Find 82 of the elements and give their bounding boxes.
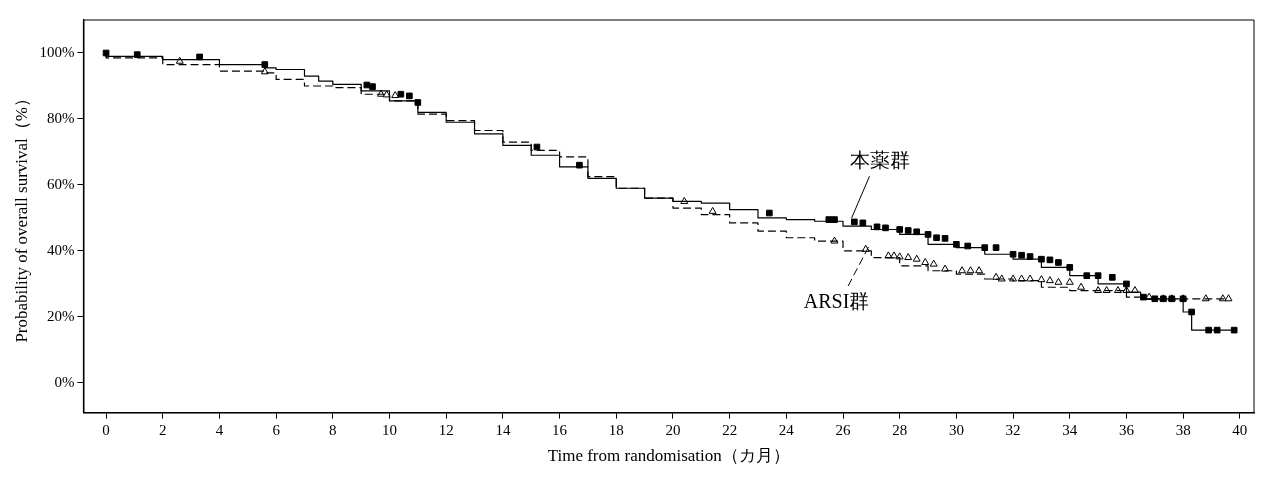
x-tick-label: 26 <box>835 421 852 438</box>
point <box>1038 255 1045 263</box>
x-axis-title: Time from randomisation（カ月） <box>547 446 790 466</box>
y-tick-label: 100% <box>39 43 75 60</box>
point <box>1066 264 1074 271</box>
y-axis-title: Probability of overall survival（%） <box>11 90 31 343</box>
point <box>765 209 773 217</box>
y-tick-label: 40% <box>46 241 75 258</box>
point <box>953 241 960 248</box>
x-tick-label: 12 <box>438 421 454 438</box>
point <box>933 234 940 242</box>
x-tick-label: 22 <box>722 421 738 438</box>
point <box>1083 272 1091 280</box>
point <box>1108 274 1116 281</box>
text: 本薬群 <box>849 149 910 172</box>
x-tick-label: 32 <box>1005 421 1021 438</box>
point <box>912 254 921 262</box>
x-tick-label: 4 <box>215 421 224 438</box>
y-tick-label: 60% <box>46 175 75 192</box>
x-tick-label: 18 <box>608 421 624 438</box>
point <box>981 244 989 251</box>
point <box>196 53 203 61</box>
point <box>831 216 838 223</box>
x-tick-label: 28 <box>892 421 908 438</box>
point <box>975 266 984 274</box>
point <box>1123 280 1130 288</box>
point <box>1188 308 1195 316</box>
x-tick-label: 14 <box>495 421 511 438</box>
x-tick-label: 40 <box>1232 421 1248 438</box>
point <box>1151 295 1159 303</box>
x-tick-label: 24 <box>778 421 795 438</box>
point <box>896 226 904 233</box>
point <box>533 143 541 151</box>
x-tick-label: 20 <box>665 421 681 438</box>
x-tick-label: 2 <box>159 421 167 438</box>
point <box>904 253 913 261</box>
point <box>1224 294 1233 302</box>
point <box>921 257 930 265</box>
point <box>1065 277 1074 285</box>
point <box>1055 259 1062 266</box>
point <box>851 218 858 226</box>
point <box>859 219 867 227</box>
point <box>1037 275 1046 283</box>
x-tick-label: 38 <box>1175 421 1191 438</box>
point <box>941 235 949 242</box>
point <box>1045 276 1054 284</box>
y-tick-label: 80% <box>46 109 75 126</box>
legend-label: ARSI群 <box>803 290 870 313</box>
point <box>406 92 413 100</box>
point <box>1054 277 1063 285</box>
x-tick-label: 16 <box>552 421 568 438</box>
x-tick-label: 8 <box>329 421 337 438</box>
point <box>873 223 881 231</box>
point <box>576 161 583 169</box>
point <box>1077 282 1086 290</box>
point <box>966 266 975 274</box>
point <box>369 83 376 90</box>
point <box>992 244 1000 251</box>
point <box>1026 253 1034 260</box>
point <box>1018 251 1025 259</box>
point <box>882 224 889 232</box>
point <box>929 259 938 267</box>
x-tick-label: 6 <box>272 421 281 438</box>
point <box>913 228 921 236</box>
point <box>924 231 932 238</box>
point <box>1009 250 1017 258</box>
x-tick-label: 34 <box>1062 421 1078 438</box>
x-tick-label: 10 <box>382 421 398 438</box>
y-tick-label: 20% <box>46 307 75 324</box>
y-tick-label: 0% <box>54 373 75 390</box>
point <box>397 90 405 98</box>
x-tick-label: 36 <box>1118 421 1135 438</box>
point <box>261 61 269 68</box>
x-tick-label: 30 <box>948 421 964 438</box>
point <box>708 206 717 214</box>
point <box>1094 272 1102 280</box>
point <box>1046 256 1054 264</box>
point <box>904 227 912 234</box>
point <box>391 91 400 99</box>
x-tick-label: 0 <box>102 421 110 438</box>
point <box>1230 326 1238 334</box>
point <box>958 266 967 274</box>
